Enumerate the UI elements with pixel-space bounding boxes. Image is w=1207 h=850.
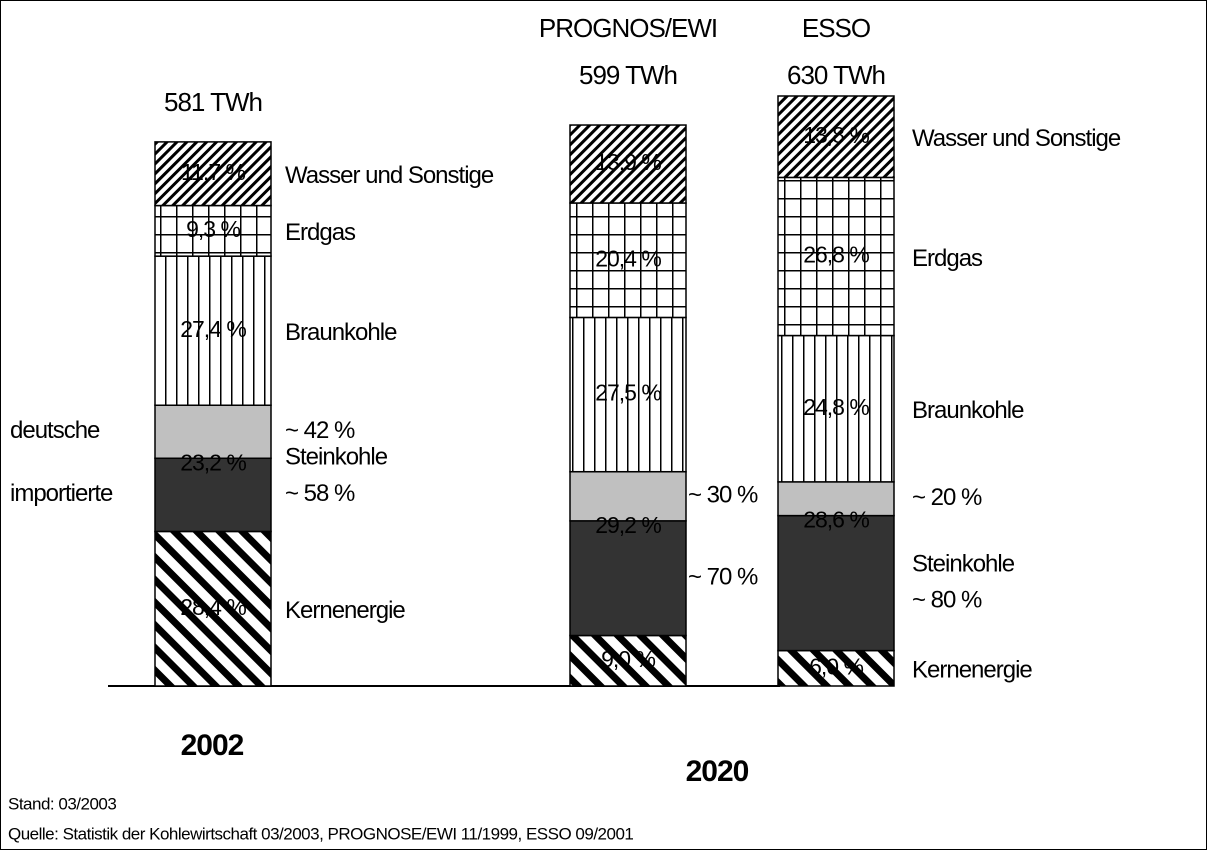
series-name: Erdgas	[912, 245, 983, 272]
bar-segment	[154, 530, 272, 687]
bar-segment	[777, 334, 895, 483]
series-name: Steinkohle	[285, 444, 388, 471]
value-label: 27,4 %	[180, 316, 246, 342]
value-label: 11,7 %	[181, 159, 245, 185]
part-name: importierte	[10, 480, 113, 507]
series-name: Kernenergie	[285, 597, 405, 624]
bar-segment	[154, 204, 272, 257]
bar-segment	[154, 141, 272, 207]
bar-segment	[777, 649, 895, 687]
share-label: ~ 58 %	[285, 480, 355, 507]
bar-segment	[777, 95, 895, 179]
value-label: 27,5 %	[595, 380, 661, 406]
value-label: 13,8 %	[803, 122, 869, 148]
share-label: ~ 30 %	[688, 482, 758, 509]
share-label: ~ 70 %	[688, 564, 758, 591]
series-name: Steinkohle	[912, 550, 1015, 577]
value-label: 13,9 %	[595, 149, 661, 175]
series-name: Braunkohle	[912, 397, 1024, 424]
bar-segment	[569, 124, 687, 204]
part-name: deutsche	[10, 417, 100, 444]
value-label: 6,0 %	[809, 653, 863, 679]
share-label: ~ 20 %	[912, 484, 982, 511]
value-label: 26,8 %	[803, 242, 869, 268]
share-label: ~ 42 %	[285, 417, 355, 444]
bar-segment	[777, 176, 895, 337]
bar-segment	[154, 457, 272, 533]
group-label: 2002	[181, 729, 244, 762]
series-name: Wasser und Sonstige	[912, 125, 1121, 152]
share-label: ~ 80 %	[912, 586, 982, 613]
bar-label: PROGNOS/EWI	[539, 13, 717, 43]
bar-segment	[777, 481, 895, 517]
value-label: 29,2 %	[595, 512, 661, 538]
bar-segment	[154, 404, 272, 460]
bar-segment	[569, 634, 687, 687]
series-name: Wasser und Sonstige	[285, 162, 494, 189]
series-name: Braunkohle	[285, 319, 397, 346]
bar-segment	[154, 255, 272, 406]
bar-segment	[569, 316, 687, 473]
bar-segment	[569, 520, 687, 637]
total-label: 630 TWh	[787, 60, 885, 90]
value-label: 23,2 %	[180, 449, 246, 475]
value-label: 24,8 %	[803, 394, 869, 420]
value-label: 9,3 %	[186, 216, 240, 242]
bar-segment	[569, 202, 687, 319]
note: Quelle: Statistik der Kohlewirtschaft 03…	[8, 824, 633, 843]
total-label: 599 TWh	[579, 60, 677, 90]
value-label: 9,0 %	[601, 646, 655, 672]
series-name: Erdgas	[285, 219, 356, 246]
value-label: 20,4 %	[595, 245, 661, 271]
series-name: Kernenergie	[912, 657, 1032, 684]
bar-segment	[777, 514, 895, 652]
note: Stand: 03/2003	[8, 794, 116, 813]
total-label: 581 TWh	[164, 87, 262, 117]
value-label: 28,6 %	[803, 507, 869, 533]
group-label: 2020	[686, 755, 749, 788]
value-label: 28,4 %	[180, 594, 246, 620]
bar-label: ESSO	[802, 13, 870, 43]
